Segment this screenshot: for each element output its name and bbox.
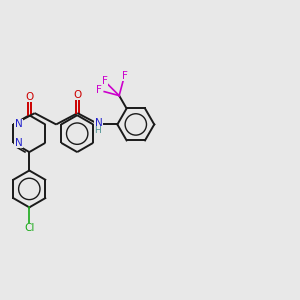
Text: O: O: [25, 92, 33, 102]
Text: F: F: [101, 76, 107, 86]
Text: Cl: Cl: [24, 223, 34, 233]
Text: N: N: [15, 138, 22, 148]
Text: O: O: [74, 90, 82, 100]
Text: N: N: [15, 119, 22, 129]
Text: F: F: [96, 85, 102, 95]
Text: N: N: [95, 118, 103, 128]
Text: H: H: [94, 127, 101, 136]
Text: F: F: [122, 70, 128, 80]
